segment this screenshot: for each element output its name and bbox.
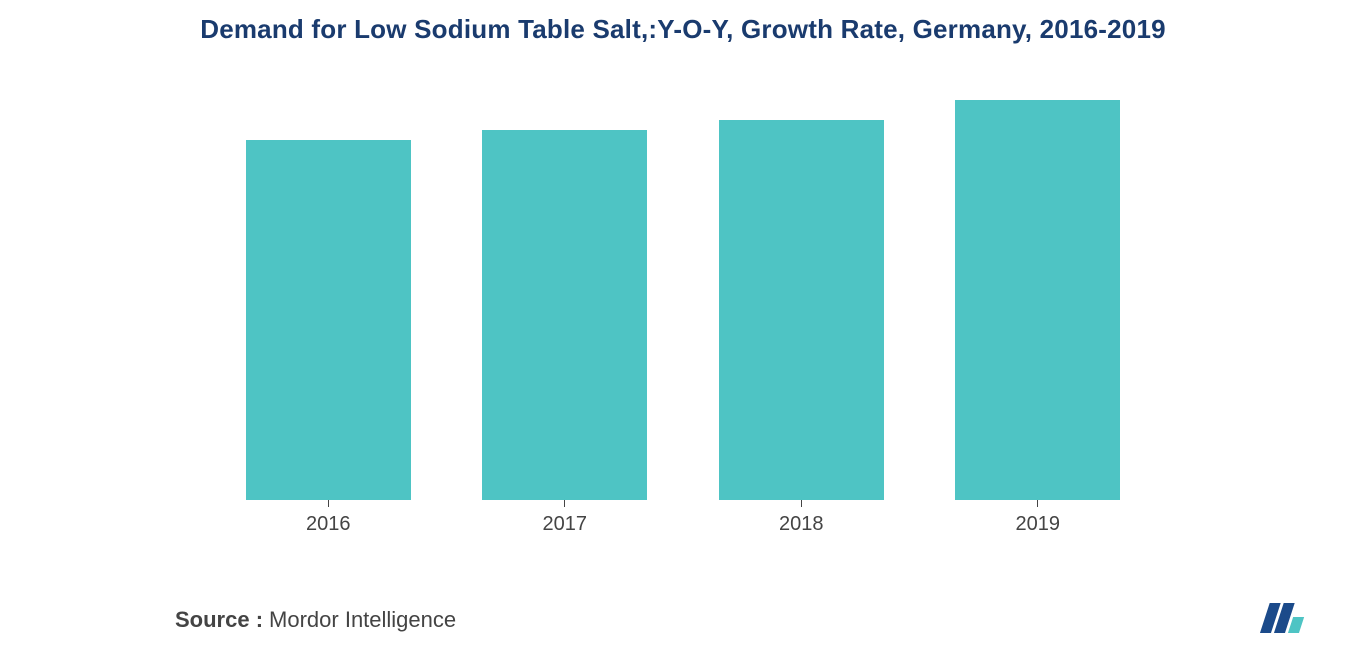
bar-slot: [683, 120, 920, 500]
tick-mark: [328, 500, 329, 507]
x-tick: 2016: [210, 500, 447, 540]
bars-group: [210, 100, 1156, 500]
x-tick-label: 2018: [779, 513, 824, 536]
source-label: Source :: [175, 607, 263, 633]
chart-container: Demand for Low Sodium Table Salt,:Y-O-Y,…: [0, 0, 1366, 655]
tick-mark: [801, 500, 802, 507]
source-footer: Source : Mordor Intelligence: [175, 607, 456, 633]
source-text: Mordor Intelligence: [269, 607, 456, 633]
plot-area: [210, 100, 1156, 500]
x-tick: 2017: [447, 500, 684, 540]
bar-slot: [210, 140, 447, 500]
x-tick-label: 2019: [1016, 513, 1061, 536]
bar: [719, 120, 884, 500]
x-tick: 2018: [683, 500, 920, 540]
bar: [955, 100, 1120, 500]
x-tick-label: 2017: [543, 513, 588, 536]
tick-mark: [564, 500, 565, 507]
chart-title: Demand for Low Sodium Table Salt,:Y-O-Y,…: [0, 14, 1366, 45]
tick-mark: [1037, 500, 1038, 507]
bar-slot: [447, 130, 684, 500]
bar-slot: [920, 100, 1157, 500]
logo-bar-3: [1288, 617, 1304, 633]
bar: [482, 130, 647, 500]
bar: [246, 140, 411, 500]
mordor-logo-icon: [1253, 599, 1311, 637]
x-tick-label: 2016: [306, 513, 351, 536]
x-axis: 2016 2017 2018 2019: [210, 500, 1156, 540]
x-tick: 2019: [920, 500, 1157, 540]
